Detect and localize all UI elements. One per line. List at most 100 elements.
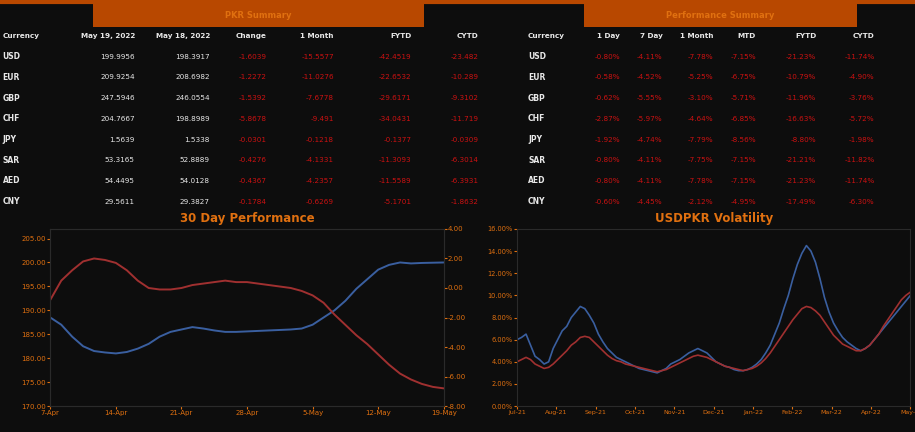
Text: -1.92%: -1.92%: [594, 137, 619, 143]
Text: -4.2357: -4.2357: [306, 178, 334, 184]
Text: -4.11%: -4.11%: [637, 54, 662, 60]
Text: -7.15%: -7.15%: [730, 178, 756, 184]
Text: 29.5611: 29.5611: [105, 199, 135, 205]
Text: -29.6171: -29.6171: [379, 95, 412, 101]
Text: -4.90%: -4.90%: [849, 74, 875, 80]
Text: -0.80%: -0.80%: [594, 178, 619, 184]
Text: -3.76%: -3.76%: [849, 95, 875, 101]
Text: -34.0431: -34.0431: [379, 116, 412, 122]
Text: 1.5639: 1.5639: [110, 137, 135, 143]
Text: May 19, 2022: May 19, 2022: [81, 33, 135, 39]
Text: CHF: CHF: [528, 114, 545, 123]
Text: 1 Day: 1 Day: [597, 33, 619, 39]
Text: 54.4495: 54.4495: [105, 178, 135, 184]
Text: -2.87%: -2.87%: [594, 116, 619, 122]
Text: -5.71%: -5.71%: [730, 95, 756, 101]
Text: CNY: CNY: [3, 197, 20, 206]
Text: -7.78%: -7.78%: [687, 178, 713, 184]
Text: -4.52%: -4.52%: [637, 74, 662, 80]
Text: -1.6039: -1.6039: [239, 54, 267, 60]
Text: -11.82%: -11.82%: [845, 157, 875, 163]
Text: -11.719: -11.719: [451, 116, 479, 122]
Text: -11.0276: -11.0276: [301, 74, 334, 80]
Text: MTD: MTD: [737, 33, 756, 39]
Text: -5.8678: -5.8678: [239, 116, 267, 122]
Text: -5.25%: -5.25%: [687, 74, 713, 80]
Text: CHF: CHF: [3, 114, 20, 123]
Text: 53.3165: 53.3165: [105, 157, 135, 163]
Text: -6.75%: -6.75%: [730, 74, 756, 80]
Text: PKR Summary: PKR Summary: [225, 11, 292, 20]
Text: -7.78%: -7.78%: [687, 54, 713, 60]
Text: -4.11%: -4.11%: [637, 178, 662, 184]
Text: -16.63%: -16.63%: [786, 116, 816, 122]
Text: -1.5392: -1.5392: [239, 95, 267, 101]
Text: CYTD: CYTD: [457, 33, 479, 39]
Text: -5.55%: -5.55%: [637, 95, 662, 101]
Text: -11.74%: -11.74%: [845, 178, 875, 184]
Text: -4.11%: -4.11%: [637, 157, 662, 163]
Text: GBP: GBP: [528, 94, 546, 102]
Text: 7 Day: 7 Day: [640, 33, 662, 39]
Text: -0.62%: -0.62%: [594, 95, 619, 101]
Text: -6.3014: -6.3014: [451, 157, 479, 163]
Text: -23.482: -23.482: [451, 54, 479, 60]
Text: -9.491: -9.491: [310, 116, 334, 122]
Text: -9.3102: -9.3102: [451, 95, 479, 101]
Text: 198.8989: 198.8989: [176, 116, 210, 122]
Title: 30 Day Performance: 30 Day Performance: [179, 212, 315, 225]
Text: -0.80%: -0.80%: [594, 54, 619, 60]
Text: 209.9254: 209.9254: [101, 74, 135, 80]
Text: -4.45%: -4.45%: [637, 199, 662, 205]
Text: 1 Month: 1 Month: [300, 33, 334, 39]
Text: 54.0128: 54.0128: [180, 178, 210, 184]
Text: -6.85%: -6.85%: [730, 116, 756, 122]
Text: -21.23%: -21.23%: [786, 178, 816, 184]
Text: -7.6778: -7.6778: [306, 95, 334, 101]
Text: USD: USD: [3, 52, 20, 61]
Text: -0.1218: -0.1218: [306, 137, 334, 143]
Text: -5.1701: -5.1701: [383, 199, 412, 205]
Text: -1.2272: -1.2272: [239, 74, 267, 80]
Text: 204.7667: 204.7667: [101, 116, 135, 122]
Text: -6.30%: -6.30%: [849, 199, 875, 205]
Text: -1.8632: -1.8632: [451, 199, 479, 205]
Text: Currency: Currency: [528, 33, 565, 39]
Text: 208.6982: 208.6982: [176, 74, 210, 80]
Title: USDPKR Volatility: USDPKR Volatility: [654, 212, 773, 225]
Text: -0.58%: -0.58%: [594, 74, 619, 80]
Text: -0.4367: -0.4367: [239, 178, 267, 184]
Text: -1.98%: -1.98%: [849, 137, 875, 143]
Text: -0.0301: -0.0301: [239, 137, 267, 143]
Text: -10.79%: -10.79%: [786, 74, 816, 80]
Text: -7.15%: -7.15%: [730, 157, 756, 163]
Text: SAR: SAR: [3, 156, 20, 165]
Text: -4.74%: -4.74%: [637, 137, 662, 143]
Bar: [585, 4, 856, 27]
Text: 247.5946: 247.5946: [101, 95, 135, 101]
Text: -11.96%: -11.96%: [786, 95, 816, 101]
Text: AED: AED: [528, 176, 545, 185]
Text: -0.4276: -0.4276: [239, 157, 267, 163]
Text: EUR: EUR: [3, 73, 20, 82]
Text: -11.5589: -11.5589: [379, 178, 412, 184]
Text: Currency: Currency: [3, 33, 39, 39]
Text: 198.3917: 198.3917: [176, 54, 210, 60]
Text: -4.64%: -4.64%: [687, 116, 713, 122]
Text: -0.1784: -0.1784: [239, 199, 267, 205]
Text: May 18, 2022: May 18, 2022: [156, 33, 210, 39]
Text: -42.4519: -42.4519: [379, 54, 412, 60]
Text: -0.0309: -0.0309: [451, 137, 479, 143]
Text: -6.3931: -6.3931: [451, 178, 479, 184]
Text: -2.12%: -2.12%: [687, 199, 713, 205]
Text: -4.95%: -4.95%: [730, 199, 756, 205]
Text: 1 Month: 1 Month: [680, 33, 713, 39]
Text: -21.21%: -21.21%: [786, 157, 816, 163]
Text: CNY: CNY: [528, 197, 545, 206]
Text: -3.10%: -3.10%: [687, 95, 713, 101]
Text: -8.80%: -8.80%: [791, 137, 816, 143]
Text: CYTD: CYTD: [853, 33, 875, 39]
Text: -17.49%: -17.49%: [786, 199, 816, 205]
Text: Performance Summary: Performance Summary: [666, 11, 775, 20]
Text: -7.15%: -7.15%: [730, 54, 756, 60]
